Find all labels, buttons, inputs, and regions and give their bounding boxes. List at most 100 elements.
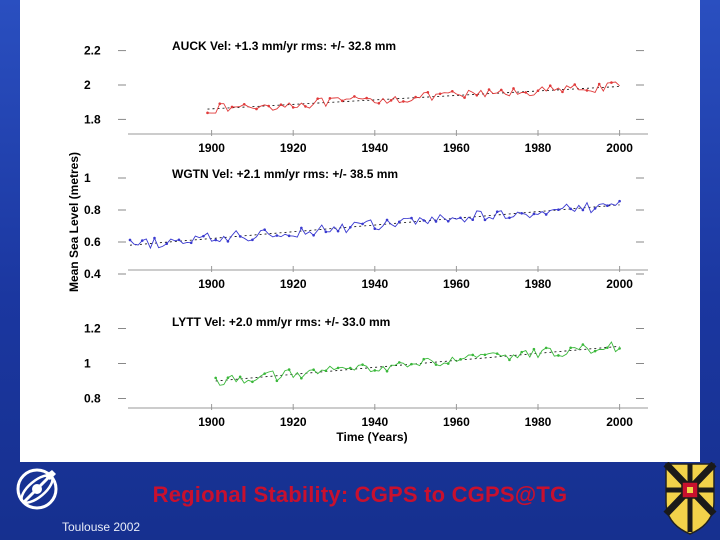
- trend-line: [207, 86, 620, 110]
- data-point: [426, 91, 430, 94]
- y-tick-label: 0.4: [84, 267, 101, 281]
- data-point: [569, 346, 572, 350]
- data-point: [349, 366, 352, 370]
- data-point: [255, 107, 258, 111]
- data-point: [606, 204, 609, 208]
- data-point: [434, 220, 438, 223]
- y-tick-label: 2: [84, 78, 91, 92]
- data-point: [618, 347, 621, 350]
- data-point: [446, 219, 450, 223]
- data-point: [165, 242, 169, 246]
- data-point: [397, 361, 401, 364]
- data-point: [422, 219, 426, 222]
- data-point: [610, 81, 613, 84]
- data-point: [189, 241, 193, 245]
- data-point: [593, 207, 597, 210]
- data-point: [618, 199, 621, 203]
- data-point: [459, 216, 462, 220]
- chart-title: LYTT Vel: +2.0 mm/yr rms: +/- 33.0 mm: [172, 315, 390, 329]
- data-point: [606, 346, 609, 349]
- trend-line: [129, 204, 620, 246]
- data-point: [520, 212, 523, 215]
- data-point: [300, 226, 303, 230]
- x-tick-label: 1960: [443, 141, 470, 155]
- x-tick-label: 1900: [198, 277, 225, 291]
- chart-panel-lytt: 1.2 1 0.8 1900 1920 1940 1960 1980 2000 LYTT Vel:…: [84, 315, 648, 429]
- data-point: [373, 227, 377, 231]
- x-tick-label: 1940: [361, 415, 388, 429]
- y-tick-label: 1: [84, 357, 91, 371]
- data-point: [287, 368, 291, 371]
- data-point: [463, 96, 466, 99]
- data-point: [581, 343, 585, 346]
- data-point: [324, 230, 328, 234]
- data-point: [389, 99, 393, 102]
- sea-level-charts: 2.2 2 1.8 1900 1920 1940 1960 1980 2000 AUCK Vel:…: [67, 39, 648, 444]
- data-point: [206, 111, 209, 115]
- data-point: [487, 88, 491, 91]
- y-tick-label: 0.8: [84, 203, 101, 217]
- data-point: [402, 100, 405, 103]
- data-point: [585, 89, 589, 92]
- data-point: [267, 104, 271, 108]
- data-point: [230, 105, 234, 109]
- data-point: [410, 216, 413, 220]
- x-tick-label: 1980: [525, 277, 552, 291]
- data-point: [263, 372, 266, 375]
- data-point: [557, 208, 560, 212]
- x-tick-label: 2000: [606, 141, 633, 155]
- data-point: [251, 380, 254, 384]
- data-point: [324, 369, 328, 373]
- university-crest-icon: [663, 462, 717, 535]
- data-point: [544, 346, 548, 350]
- data-point: [300, 376, 303, 380]
- data-point: [597, 82, 601, 86]
- data-point: [495, 210, 499, 214]
- data-point: [593, 349, 597, 353]
- data-point: [349, 225, 352, 229]
- data-point: [471, 218, 475, 222]
- data-point: [304, 105, 307, 108]
- data-point: [312, 233, 315, 237]
- data-point: [397, 220, 401, 224]
- data-point: [520, 350, 523, 354]
- data-point: [499, 88, 503, 92]
- data-point: [242, 102, 246, 106]
- data-point: [573, 83, 577, 86]
- data-point: [434, 363, 438, 366]
- data-point: [340, 99, 344, 103]
- x-tick-label: 1940: [361, 277, 388, 291]
- data-point: [316, 97, 319, 100]
- data-point: [536, 89, 540, 93]
- data-point: [214, 376, 217, 380]
- x-tick-label: 2000: [606, 415, 633, 429]
- data-point: [385, 369, 389, 373]
- data-point: [561, 90, 564, 94]
- data-point: [238, 375, 242, 379]
- x-tick-label: 1940: [361, 141, 388, 155]
- footer-text: Toulouse 2002: [62, 520, 141, 534]
- x-tick-label: 1960: [443, 415, 470, 429]
- data-point: [226, 376, 230, 380]
- data-point: [475, 94, 479, 97]
- data-point: [569, 207, 572, 211]
- chart-panel-wgtn: 1 0.8 0.6 0.4 1900 1920 1940 1960 1980 2000 WGTN V…: [84, 167, 648, 291]
- data-point: [446, 362, 450, 365]
- x-tick-label: 1980: [525, 415, 552, 429]
- plot-panel: 2.2 2 1.8 1900 1920 1940 1960 1980 2000 AUCK Vel:…: [20, 0, 700, 462]
- data-point: [459, 358, 462, 361]
- data-point: [483, 218, 487, 222]
- data-point: [177, 238, 181, 242]
- data-point: [524, 91, 528, 94]
- x-tick-label: 1900: [198, 141, 225, 155]
- data-point: [238, 235, 242, 238]
- y-tick-label: 2.2: [84, 44, 101, 58]
- trend-line: [215, 345, 620, 382]
- data-point: [373, 369, 377, 372]
- data-point: [422, 357, 426, 361]
- y-axis-label: Mean Sea Level (metres): [67, 152, 81, 292]
- data-point: [275, 379, 279, 383]
- x-tick-label: 1920: [280, 277, 307, 291]
- data-point: [328, 97, 332, 100]
- data-point: [532, 212, 536, 216]
